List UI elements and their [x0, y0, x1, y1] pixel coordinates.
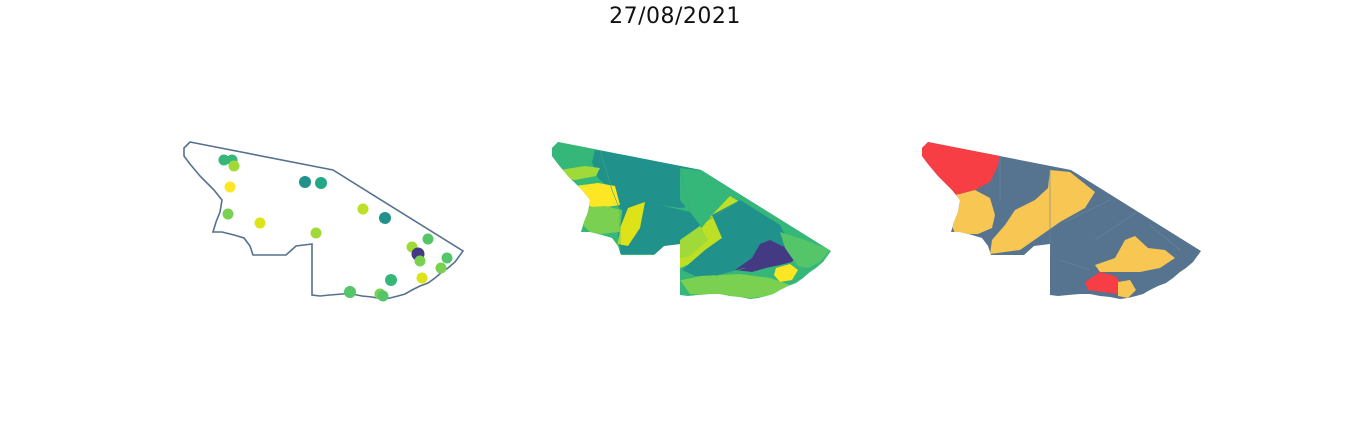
region — [780, 232, 830, 268]
point-marker — [435, 262, 447, 274]
point-marker — [254, 217, 266, 229]
region — [578, 206, 622, 234]
point-marker — [385, 274, 397, 286]
region — [560, 166, 600, 180]
region — [990, 170, 1095, 254]
point-marker — [377, 290, 389, 302]
region — [938, 190, 995, 234]
point-marker — [416, 272, 428, 284]
region — [618, 202, 645, 246]
point-marker — [228, 160, 240, 172]
point-marker — [357, 203, 369, 215]
point-marker — [222, 208, 234, 220]
region — [1095, 236, 1175, 272]
region — [735, 240, 798, 272]
point-marker — [218, 154, 230, 166]
figure-title: 27/08/2021 — [609, 4, 741, 29]
point-marker — [310, 227, 322, 239]
point-marker — [224, 181, 236, 193]
region — [680, 274, 790, 298]
point-marker — [315, 177, 327, 189]
region — [1118, 280, 1136, 298]
point-marker — [414, 255, 426, 267]
choropleth-viridis-panel — [552, 142, 831, 299]
region — [574, 183, 620, 208]
point-marker — [422, 233, 434, 245]
points-map-panel — [183, 141, 464, 302]
region — [680, 226, 708, 258]
choropleth-risk-panel — [922, 142, 1201, 299]
point-marker — [441, 252, 453, 264]
point-marker — [344, 286, 356, 298]
point-markers — [218, 154, 453, 302]
region — [774, 264, 798, 282]
region — [1085, 272, 1125, 294]
point-marker — [379, 212, 391, 224]
point-marker — [299, 176, 311, 188]
